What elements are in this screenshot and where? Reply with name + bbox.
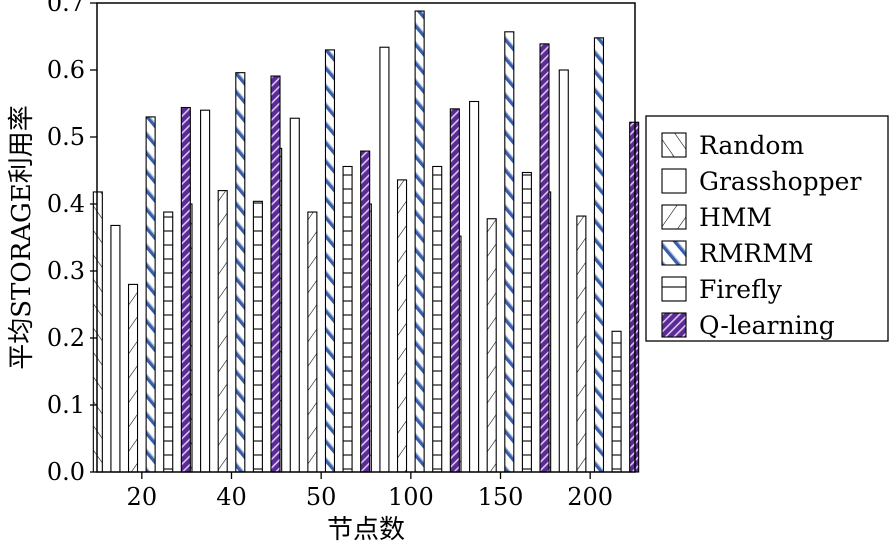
x-tick-label: 100 bbox=[388, 483, 434, 511]
x-tick-label: 150 bbox=[478, 483, 524, 511]
legend-swatch-grasshopper bbox=[661, 168, 687, 194]
bar-q-learning-40 bbox=[270, 75, 281, 473]
x-tick-label: 50 bbox=[306, 483, 337, 511]
legend-label-hmm: HMM bbox=[699, 203, 772, 232]
bar-hmm-40 bbox=[217, 190, 228, 473]
series-rmrmm bbox=[145, 10, 605, 473]
x-axis-label: 节点数 bbox=[327, 515, 405, 545]
bar-random-20 bbox=[92, 191, 103, 473]
y-tick-label: 0.1 bbox=[47, 391, 85, 419]
y-tick-label: 0.5 bbox=[47, 123, 85, 151]
bar-grasshopper-50 bbox=[289, 117, 300, 473]
legend-swatch-rmrmm bbox=[661, 240, 687, 266]
legend-swatch-hmm bbox=[661, 204, 687, 230]
bar-hmm-50 bbox=[307, 211, 318, 473]
bar-firefly-50 bbox=[342, 165, 353, 473]
bar-hmm-20 bbox=[127, 283, 139, 473]
bar-firefly-100 bbox=[432, 165, 443, 473]
series-q-learning bbox=[180, 43, 640, 473]
bar-rmrmm-150 bbox=[504, 31, 515, 473]
legend-label-rmrmm: RMRMM bbox=[699, 239, 813, 268]
bar-firefly-200 bbox=[611, 330, 622, 473]
y-tick-label: 0.7 bbox=[47, 0, 85, 17]
bar-rmrmm-40 bbox=[235, 72, 246, 473]
bar-q-learning-200 bbox=[629, 121, 640, 473]
bar-firefly-40 bbox=[252, 200, 263, 473]
legend: Random Grasshopper HMM RMRMM Firefly Q-learni… bbox=[645, 115, 889, 342]
x-tick-label: 40 bbox=[216, 483, 247, 511]
bar-q-learning-50 bbox=[360, 150, 371, 473]
bar-q-learning-20 bbox=[180, 106, 191, 473]
bar-hmm-200 bbox=[576, 215, 587, 473]
series-grasshopper bbox=[110, 46, 569, 473]
legend-label-q-learning: Q-learning bbox=[699, 311, 835, 340]
y-axis-label: 平均STORAGE利用率 bbox=[7, 105, 37, 370]
bar-grasshopper-150 bbox=[469, 100, 480, 473]
x-tick-label: 200 bbox=[567, 483, 613, 511]
legend-swatch-firefly bbox=[661, 276, 687, 302]
x-tick-label: 20 bbox=[127, 483, 158, 511]
y-tick-label: 0.4 bbox=[47, 190, 85, 218]
y-tick-label: 0.3 bbox=[47, 257, 85, 285]
series-random bbox=[92, 147, 552, 473]
bar-hmm-100 bbox=[396, 179, 408, 473]
bar-hmm-150 bbox=[486, 218, 497, 473]
legend-swatch-q-learning bbox=[661, 312, 687, 338]
bar-grasshopper-40 bbox=[200, 109, 211, 473]
bar-rmrmm-50 bbox=[324, 49, 336, 473]
series-firefly bbox=[163, 165, 622, 473]
legend-label-grasshopper: Grasshopper bbox=[699, 167, 861, 196]
series-hmm bbox=[127, 179, 587, 473]
y-tick-label: 0.0 bbox=[47, 458, 85, 486]
legend-label-random: Random bbox=[699, 131, 804, 160]
bar-q-learning-150 bbox=[539, 43, 550, 473]
bar-q-learning-100 bbox=[449, 108, 460, 473]
bar-grasshopper-100 bbox=[379, 46, 390, 473]
legend-swatch-random bbox=[661, 132, 687, 158]
legend-label-firefly: Firefly bbox=[699, 275, 783, 304]
bar-firefly-150 bbox=[521, 171, 532, 473]
bar-grasshopper-20 bbox=[110, 224, 121, 473]
bar-rmrmm-20 bbox=[145, 116, 156, 473]
y-tick-label: 0.2 bbox=[47, 324, 85, 352]
bar-grasshopper-200 bbox=[558, 69, 569, 473]
bar-rmrmm-200 bbox=[593, 37, 605, 473]
plot-frame bbox=[96, 2, 636, 473]
bar-firefly-20 bbox=[163, 211, 174, 473]
bar-rmrmm-100 bbox=[414, 10, 425, 473]
y-tick-label: 0.6 bbox=[47, 56, 85, 84]
